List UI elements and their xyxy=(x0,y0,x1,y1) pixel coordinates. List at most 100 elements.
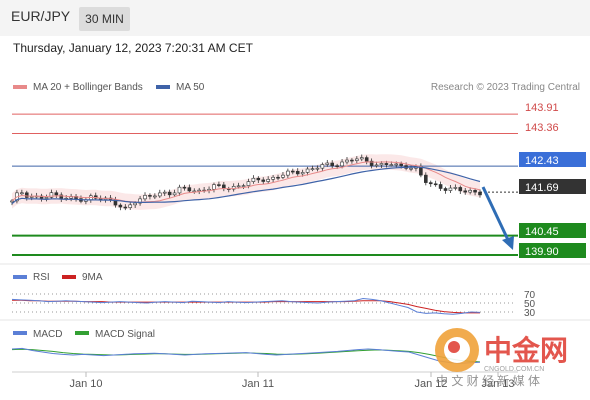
candle xyxy=(241,183,246,190)
candle-body xyxy=(148,195,152,197)
candle-series xyxy=(10,154,482,211)
candle xyxy=(468,187,472,195)
level-tag-142-43 xyxy=(519,152,586,167)
candle-body xyxy=(182,186,187,189)
level-label-143-91: 143.91 xyxy=(525,102,559,114)
candle-body xyxy=(433,183,438,186)
candle xyxy=(231,183,236,192)
watermark-domain: CNGOLD.COM.CN xyxy=(484,366,544,373)
candle-body xyxy=(143,195,147,200)
candle-body xyxy=(350,159,354,162)
price-levels xyxy=(12,113,518,256)
candle-body xyxy=(138,198,142,204)
watermark-tagline: 中 文 财 经 新 媒 体 xyxy=(436,373,540,388)
level-label-143-36: 143.36 xyxy=(525,122,559,134)
candle-body xyxy=(276,176,280,179)
candle xyxy=(428,180,433,187)
legend-bollinger: MA 20 + Bollinger Bands xyxy=(33,82,143,93)
candle-body xyxy=(162,191,167,194)
candle xyxy=(212,182,216,193)
candle-body xyxy=(453,187,458,189)
candle-body xyxy=(123,206,128,209)
level-label-141-69: 141.69 xyxy=(525,182,559,194)
ma50-line xyxy=(11,166,481,205)
candle-body xyxy=(157,192,162,197)
ma20-line xyxy=(11,161,481,203)
legend-9ma: 9MA xyxy=(82,272,103,283)
symbol-label: EUR/JPY xyxy=(11,8,71,24)
rsi-label-70: 70 xyxy=(524,290,536,301)
rsi-line xyxy=(11,297,481,315)
candle xyxy=(369,158,374,169)
candle-body xyxy=(231,186,236,190)
candle-body xyxy=(44,197,49,199)
candle-body xyxy=(153,195,157,198)
candle-body xyxy=(20,192,24,195)
candle xyxy=(290,168,295,175)
candle xyxy=(217,181,221,188)
candle-body xyxy=(54,192,59,196)
candle xyxy=(54,190,59,198)
candle xyxy=(261,177,266,185)
timeframe-button[interactable]: 30 MIN xyxy=(79,7,130,31)
candle xyxy=(374,161,379,168)
candle xyxy=(20,189,24,196)
candle-body xyxy=(133,202,137,206)
candle-body xyxy=(10,200,14,203)
candle-body xyxy=(246,181,251,186)
candle-body xyxy=(128,204,133,208)
header-bar: EUR/JPY 30 MIN xyxy=(0,0,590,36)
candle xyxy=(49,189,54,200)
candle xyxy=(448,185,453,194)
candle-body xyxy=(325,162,330,165)
candle-body xyxy=(217,184,221,186)
candle-body xyxy=(468,190,472,193)
candle-body xyxy=(315,167,320,170)
candle xyxy=(463,187,468,195)
candle xyxy=(330,160,335,169)
x-tick-label-jan12: Jan 12 xyxy=(414,378,447,390)
candle-body xyxy=(177,186,182,194)
candle xyxy=(162,189,167,196)
candle-body xyxy=(355,158,359,161)
level-tag-140-45 xyxy=(519,223,586,238)
legend-swatch-bollinger xyxy=(13,85,27,89)
level-label-140-45: 140.45 xyxy=(525,226,559,238)
candle xyxy=(305,166,310,176)
level-tag-141-69 xyxy=(519,179,586,194)
level-tag-139-90 xyxy=(519,243,586,258)
bollinger-band-area xyxy=(12,154,480,210)
legend-swatch-9ma xyxy=(62,275,76,279)
candle-body xyxy=(241,185,246,187)
candle-body xyxy=(24,192,29,198)
candle-body xyxy=(236,185,241,188)
candle-body xyxy=(187,187,192,192)
legend-ma50: MA 50 xyxy=(176,82,205,93)
candle xyxy=(251,175,256,184)
x-tick-label-jan11: Jan 11 xyxy=(242,378,274,390)
candle-body xyxy=(261,179,266,182)
watermark-name: 中金网 xyxy=(484,334,568,367)
candle xyxy=(433,180,438,187)
candle xyxy=(315,165,320,172)
macd-line xyxy=(11,347,481,364)
candle xyxy=(143,192,147,202)
candle xyxy=(187,184,192,193)
candle-body xyxy=(374,164,379,167)
candle-body xyxy=(478,191,482,196)
candle-body xyxy=(330,162,335,166)
candle xyxy=(148,193,152,200)
candle-body xyxy=(29,196,34,198)
candle-body xyxy=(384,163,389,165)
candle-body xyxy=(49,192,54,198)
candle-body xyxy=(320,164,325,169)
candle xyxy=(453,184,458,191)
candle-body xyxy=(256,177,261,181)
candle xyxy=(123,204,128,211)
candle-body xyxy=(281,174,285,178)
candle-body xyxy=(424,174,428,183)
candle-body xyxy=(473,190,477,193)
x-tick-label-jan13: Jan 13 xyxy=(481,378,514,390)
forecast-arrow xyxy=(481,186,514,250)
